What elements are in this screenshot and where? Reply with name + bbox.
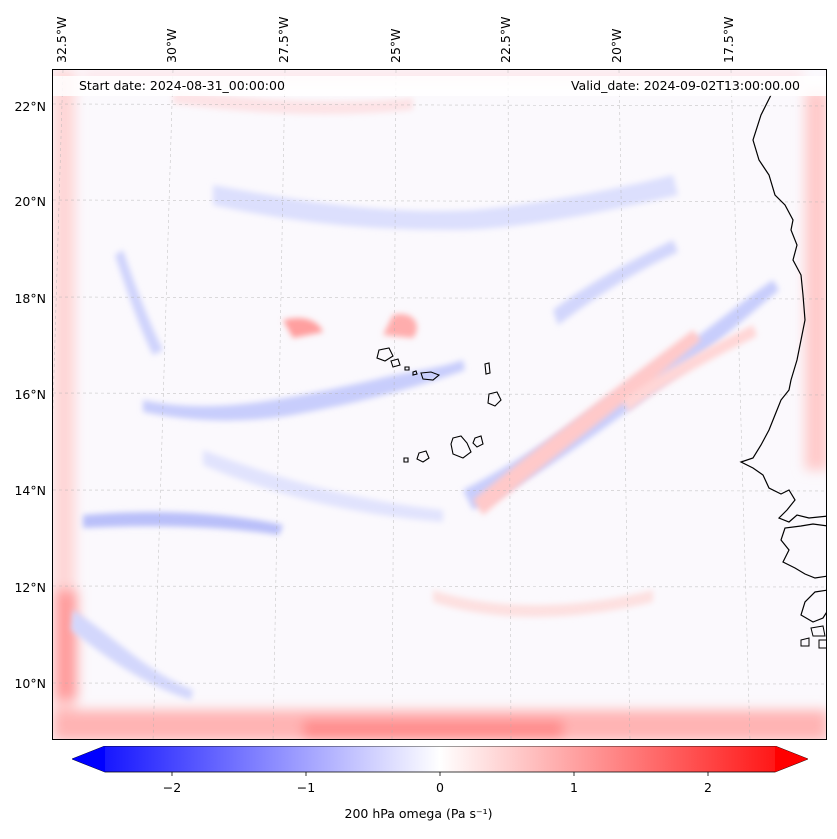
colorbar-extend-max bbox=[775, 746, 808, 772]
coastline-guinea-bissau bbox=[800, 589, 826, 623]
lon-label-20w: 20°W bbox=[609, 28, 624, 63]
lon-label-25w: 25°W bbox=[388, 28, 403, 63]
lon-label-22-5w: 22.5°W bbox=[498, 16, 513, 63]
omega-field bbox=[53, 70, 826, 739]
colorbar-tick-neg1: −1 bbox=[296, 780, 316, 795]
coastline-africa bbox=[739, 94, 826, 523]
red-streaks bbox=[173, 90, 757, 617]
graticule bbox=[53, 70, 826, 739]
lat-label-14n: 14°N bbox=[14, 483, 46, 498]
valid-date-text: Valid_date: 2024-09-02T13:00:00.00 bbox=[570, 78, 800, 93]
date-strip bbox=[53, 76, 826, 96]
colorbar bbox=[72, 746, 808, 776]
lat-label-10n: 10°N bbox=[14, 676, 46, 691]
colorbar-fill bbox=[72, 746, 808, 773]
coastline-senegal-gambia bbox=[780, 523, 826, 579]
start-date-text: Start date: 2024-08-31_00:00:00 bbox=[79, 78, 285, 93]
colorbar-ticks bbox=[171, 772, 709, 776]
colorbar-tick-neg2: −2 bbox=[162, 780, 182, 795]
lat-label-16n: 16°N bbox=[14, 387, 46, 402]
lat-label-22n: 22°N bbox=[14, 99, 46, 114]
lon-label-27-5w: 27.5°W bbox=[276, 16, 291, 63]
colorbar-tick-1: 1 bbox=[570, 780, 578, 795]
colorbar-tick-0: 0 bbox=[436, 780, 444, 795]
map-panel: Start date: 2024-08-31_00:00:00 Valid_da… bbox=[52, 69, 827, 740]
colorbar-label: 200 hPa omega (Pa s⁻¹) bbox=[344, 806, 493, 821]
lon-label-17-5w: 17.5°W bbox=[721, 16, 736, 63]
bijagos-islands bbox=[800, 625, 826, 649]
lat-label-18n: 18°N bbox=[14, 291, 46, 306]
lat-label-12n: 12°N bbox=[14, 580, 46, 595]
lat-label-20n: 20°N bbox=[14, 194, 46, 209]
colorbar-extend-min bbox=[72, 746, 105, 772]
colorbar-tick-2: 2 bbox=[704, 780, 712, 795]
lon-label-30w: 30°W bbox=[164, 28, 179, 63]
lon-label-32-5w: 32.5°W bbox=[54, 16, 69, 63]
cape-verde-islands bbox=[376, 347, 502, 463]
